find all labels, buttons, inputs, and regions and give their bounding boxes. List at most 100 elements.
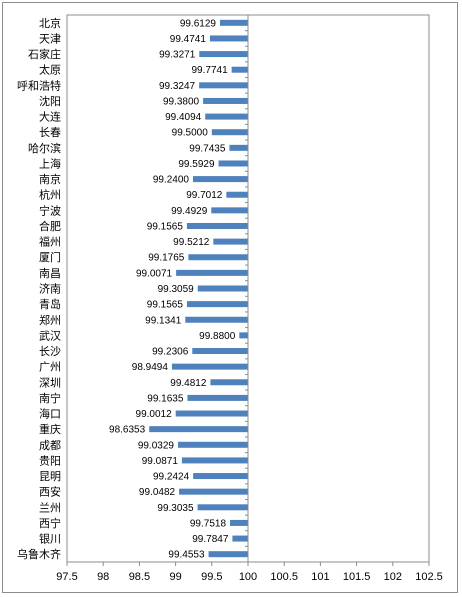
category-label: 武汉 xyxy=(39,329,61,342)
category-label: 长春 xyxy=(39,126,61,139)
bar xyxy=(232,535,248,542)
value-label: 99.3271 xyxy=(159,50,196,61)
bar xyxy=(211,129,248,136)
bar xyxy=(175,410,248,417)
value-label: 99.4812 xyxy=(170,378,207,389)
category-label: 兰州 xyxy=(39,501,61,514)
bar xyxy=(185,316,248,323)
value-label: 99.0871 xyxy=(142,456,179,467)
category-label: 杭州 xyxy=(39,188,61,202)
category-label: 合肥 xyxy=(39,219,61,233)
value-label: 99.1565 xyxy=(147,221,184,232)
x-tick-label: 99 xyxy=(169,571,181,583)
bar xyxy=(231,66,248,73)
bar xyxy=(219,19,248,26)
value-label: 99.4553 xyxy=(168,550,205,561)
bar xyxy=(171,363,248,370)
bar xyxy=(176,269,248,276)
x-tick-label: 99.5 xyxy=(201,571,222,583)
value-label: 99.3800 xyxy=(163,96,200,107)
category-label: 深圳 xyxy=(39,376,61,389)
category-label: 重庆 xyxy=(39,422,61,436)
bar xyxy=(186,222,248,229)
value-label: 99.0482 xyxy=(139,487,176,498)
bar xyxy=(208,551,248,558)
category-label: 南京 xyxy=(39,172,61,186)
category-label: 济南 xyxy=(39,282,61,296)
x-tick-label: 100 xyxy=(239,571,257,583)
value-label: 99.1341 xyxy=(145,315,182,326)
bar xyxy=(203,97,248,104)
value-label: 99.1765 xyxy=(148,253,185,264)
value-label: 99.7012 xyxy=(186,190,223,201)
bar xyxy=(197,285,248,292)
value-label: 98.9494 xyxy=(132,362,169,373)
value-label: 99.2306 xyxy=(152,347,189,358)
bar xyxy=(239,332,248,339)
category-label: 宁波 xyxy=(39,203,61,217)
bar xyxy=(188,254,248,261)
x-tick-label: 98 xyxy=(97,571,109,583)
category-label: 沈阳 xyxy=(39,94,61,108)
category-label: 贵阳 xyxy=(39,454,61,467)
value-label: 99.7518 xyxy=(190,518,227,529)
category-label: 银川 xyxy=(39,532,61,546)
value-label: 99.4094 xyxy=(165,112,202,123)
x-tick-label: 101 xyxy=(311,571,329,583)
value-label: 99.7741 xyxy=(191,65,228,76)
category-label: 南宁 xyxy=(39,391,61,405)
chart-frame: 97.5 98 98.5 99 99.5 100 100.5 101 101.5 102 102.5… xyxy=(2,2,458,593)
category-label: 广州 xyxy=(39,361,61,374)
bar xyxy=(226,191,248,198)
category-label: 哈尔滨 xyxy=(28,141,61,155)
bar xyxy=(209,35,248,42)
category-label: 成都 xyxy=(39,439,61,452)
value-label: 99.4929 xyxy=(171,206,208,217)
category-label: 天津 xyxy=(39,32,61,45)
bar xyxy=(218,160,248,167)
x-tick-label: 102 xyxy=(384,571,402,583)
category-label: 郑州 xyxy=(39,313,61,327)
value-label: 99.3035 xyxy=(157,503,194,514)
category-label: 上海 xyxy=(39,156,61,170)
bar xyxy=(179,488,248,495)
bar xyxy=(149,426,248,433)
value-label: 99.7435 xyxy=(189,143,226,154)
value-label: 99.2400 xyxy=(153,175,190,186)
bar xyxy=(199,82,248,89)
value-label: 99.4741 xyxy=(170,34,207,45)
bar xyxy=(192,348,248,355)
category-label: 北京 xyxy=(39,16,61,30)
bar xyxy=(210,379,248,386)
bar xyxy=(229,144,248,151)
value-label: 99.5929 xyxy=(178,159,215,170)
value-label: 99.8800 xyxy=(199,331,236,342)
value-label: 99.0012 xyxy=(136,409,173,420)
value-label: 99.3059 xyxy=(158,284,195,295)
category-label: 昆明 xyxy=(39,470,61,483)
value-label: 99.1565 xyxy=(147,300,184,311)
bar xyxy=(186,301,248,308)
bar xyxy=(230,519,248,526)
category-label: 太原 xyxy=(39,64,61,77)
x-tick-label: 97.5 xyxy=(56,571,77,583)
value-label: 99.5000 xyxy=(172,128,209,139)
category-label: 海口 xyxy=(39,407,61,421)
value-label: 99.2424 xyxy=(153,472,190,483)
bar xyxy=(205,113,248,120)
bar-chart: 97.5 98 98.5 99 99.5 100 100.5 101 101.5 102 102.5… xyxy=(17,14,443,583)
bar xyxy=(193,473,248,480)
category-label: 西安 xyxy=(39,485,61,499)
category-label: 厦门 xyxy=(39,250,61,264)
value-label: 98.6353 xyxy=(109,425,146,436)
category-label: 乌鲁木齐 xyxy=(17,547,61,561)
value-label: 99.0071 xyxy=(136,268,173,279)
bar xyxy=(177,441,248,448)
category-label: 青岛 xyxy=(39,297,61,311)
bar xyxy=(181,457,248,464)
value-label: 99.1635 xyxy=(147,393,184,404)
bar xyxy=(199,51,248,58)
value-label: 99.6129 xyxy=(180,18,217,29)
bar xyxy=(211,207,248,214)
category-label: 石家庄 xyxy=(28,47,61,61)
